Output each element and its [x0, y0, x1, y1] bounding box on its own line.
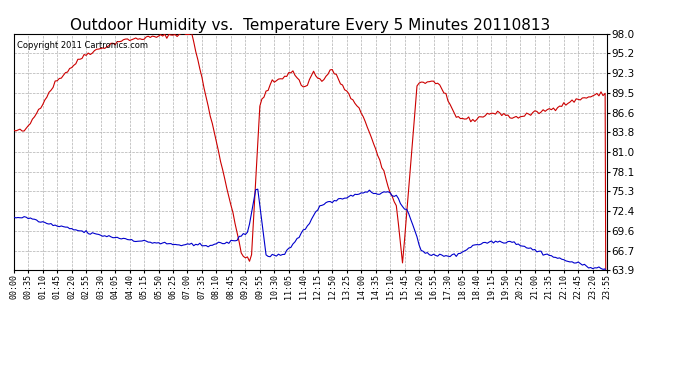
- Title: Outdoor Humidity vs.  Temperature Every 5 Minutes 20110813: Outdoor Humidity vs. Temperature Every 5…: [70, 18, 551, 33]
- Text: Copyright 2011 Cartronics.com: Copyright 2011 Cartronics.com: [17, 41, 148, 50]
